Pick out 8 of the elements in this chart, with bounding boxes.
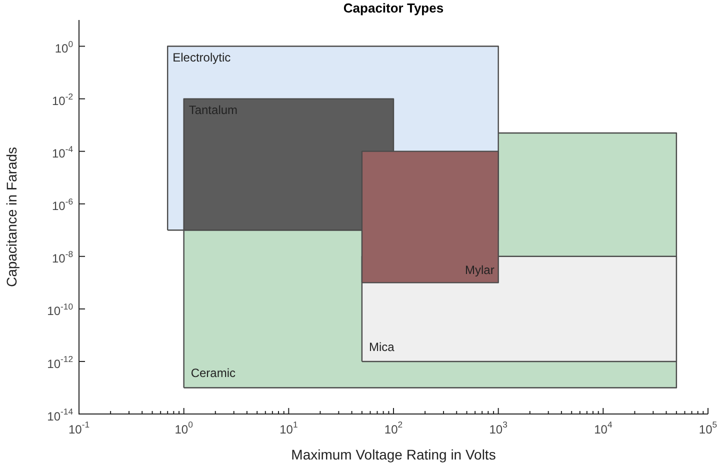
series-label: Mica xyxy=(368,340,395,354)
x-axis-title: Maximum Voltage Rating in Volts xyxy=(291,446,496,462)
y-axis-title: Capacitance in Farads xyxy=(3,146,20,288)
series-label: Tantalum xyxy=(188,103,238,118)
series-label: Mylar xyxy=(464,262,494,277)
series-label: Electrolytic xyxy=(172,50,231,65)
series-label: Ceramic xyxy=(190,366,236,380)
chart-title: Capacitor Types xyxy=(343,0,444,16)
